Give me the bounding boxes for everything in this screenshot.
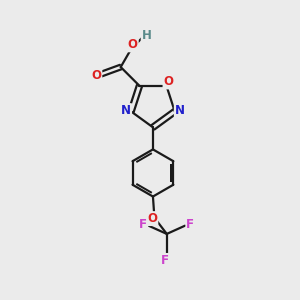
Text: F: F — [139, 218, 147, 231]
Text: O: O — [92, 69, 101, 82]
Text: O: O — [147, 212, 158, 225]
Text: F: F — [161, 254, 169, 267]
Text: H: H — [142, 29, 152, 42]
Text: F: F — [186, 218, 194, 231]
Text: O: O — [128, 38, 138, 51]
Text: O: O — [164, 76, 173, 88]
Text: N: N — [175, 104, 185, 117]
Text: N: N — [121, 104, 131, 117]
